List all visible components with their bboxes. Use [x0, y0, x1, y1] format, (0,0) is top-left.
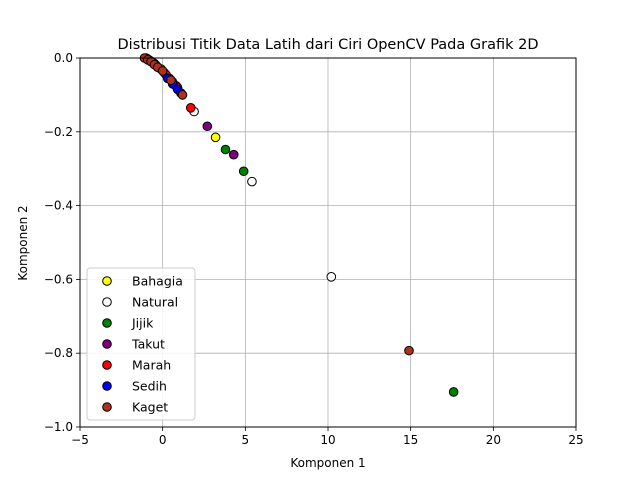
y-axis-ticks: 0.0 −0.2 −0.4 −0.6 −0.8 −1.0 [44, 51, 80, 434]
legend-label-bahagia: Bahagia [132, 274, 183, 289]
legend-label-natural: Natural [132, 295, 178, 310]
y-axis-label: Komponen 2 [16, 205, 30, 280]
legend-label-kaget: Kaget [132, 400, 168, 415]
point-jijik [220, 144, 231, 155]
x-tick-label: 5 [242, 433, 250, 447]
x-tick-label: 0 [159, 433, 167, 447]
point-jijik [238, 166, 249, 177]
legend-label-jijik: Jijik [131, 316, 154, 331]
x-axis-label: Komponen 1 [290, 456, 365, 470]
legend-marker-takut [102, 339, 112, 349]
legend-marker-bahagia [102, 276, 112, 286]
legend-marker-jijik [102, 318, 112, 328]
legend: Bahagia Natural Jijik Takut Marah Sedih Kaget [86, 267, 196, 421]
x-tick-label: −5 [71, 433, 89, 447]
x-axis-ticks: −5 0 5 10 15 20 25 [71, 427, 584, 447]
chart-title: Distribusi Titik Data Latih dari Ciri Op… [118, 37, 539, 53]
legend-marker-kaget [102, 402, 112, 412]
legend-marker-sedih [102, 381, 112, 391]
legend-marker-marah [102, 360, 112, 370]
legend-label-sedih: Sedih [132, 379, 167, 394]
data-points [139, 53, 459, 397]
point-kaget [177, 90, 188, 100]
point-natural [326, 272, 337, 282]
y-tick-label: −0.8 [44, 346, 73, 360]
y-tick-label: 0.0 [54, 51, 73, 65]
point-marah [185, 103, 196, 113]
legend-box [86, 267, 196, 421]
point-kaget [404, 345, 414, 356]
y-tick-label: −0.2 [44, 125, 73, 139]
point-jijik [448, 387, 459, 397]
point-kaget [166, 75, 176, 85]
point-kaget [157, 66, 168, 76]
x-tick-label: 20 [486, 433, 501, 447]
legend-label-takut: Takut [131, 337, 165, 352]
point-natural [247, 176, 257, 187]
x-tick-label: 10 [320, 433, 335, 447]
point-bahagia [210, 132, 221, 143]
y-tick-label: −1.0 [44, 420, 73, 434]
point-takut [228, 149, 239, 160]
y-tick-label: −0.6 [44, 272, 73, 286]
x-tick-label: 25 [568, 433, 583, 447]
x-tick-label: 15 [403, 433, 418, 447]
y-tick-label: −0.4 [44, 199, 73, 213]
legend-label-marah: Marah [132, 358, 171, 373]
point-takut [202, 121, 213, 132]
legend-marker-natural [102, 297, 112, 307]
